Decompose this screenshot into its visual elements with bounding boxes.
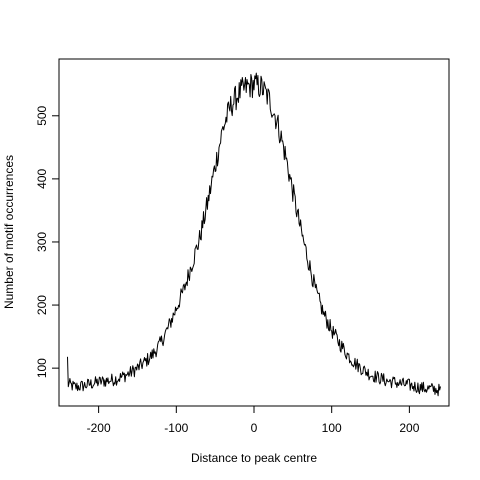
y-axis: 100 200 300 400 500	[35, 105, 60, 378]
y-axis-title: Number of motif occurrences	[2, 155, 16, 309]
y-tick-label: 200	[35, 295, 49, 315]
line-layer	[67, 72, 441, 397]
x-axis: -200 -100 0 100 200	[87, 405, 420, 435]
x-tick-label: -100	[164, 421, 188, 435]
x-tick-label: 0	[251, 421, 258, 435]
y-tick-label: 300	[35, 232, 49, 252]
x-tick-label: 100	[322, 421, 342, 435]
x-tick-label: -200	[87, 421, 111, 435]
y-tick-label: 100	[35, 358, 49, 378]
x-axis-title: Distance to peak centre	[191, 451, 317, 465]
x-tick-label: 200	[399, 421, 419, 435]
y-tick-label: 500	[35, 105, 49, 125]
series-line	[67, 72, 441, 397]
plot-box	[58, 58, 450, 407]
y-tick-label: 400	[35, 169, 49, 189]
